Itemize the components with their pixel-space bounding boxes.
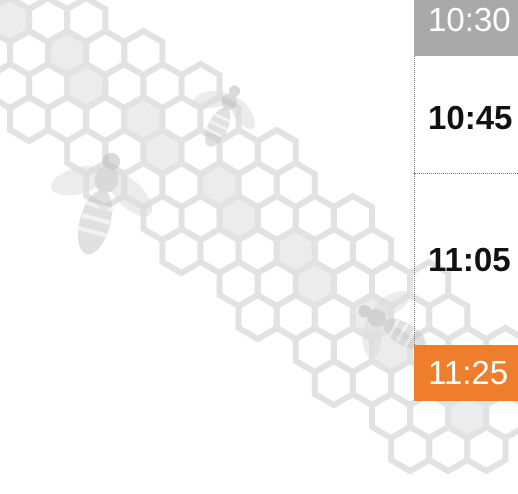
time-slot: 10:45 [414,90,518,146]
hexagon [239,295,277,339]
hexagon [162,229,200,273]
hexagon [315,361,353,405]
bee-part [200,104,236,150]
page: {"schedule": {"times": ["10:30", "10:45"… [0,0,518,494]
bee-part [72,186,119,258]
hexagon [10,97,48,141]
time-slot: 11:05 [414,232,518,288]
time-current[interactable]: 11:25 [414,345,518,401]
time-header: 10:30 [414,0,518,56]
schedule-column: 10:30 10:45 11:05 11:25 [414,0,518,494]
divider [414,173,518,174]
